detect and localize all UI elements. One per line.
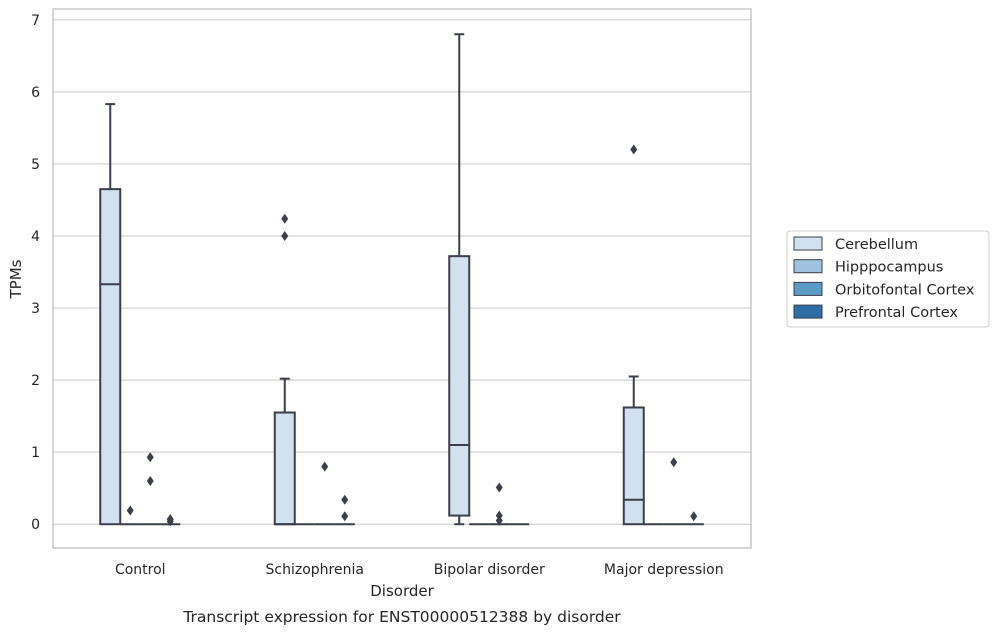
y-tick-label: 2 [31,373,40,389]
box-plots [99,33,704,527]
legend-label: Prefrontal Cortex [835,305,958,321]
y-axis-label: TPMs [7,259,25,299]
outlier-point [495,510,503,521]
x-tick-label: Schizophrenia [266,562,364,578]
legend-swatch [793,236,823,251]
x-axis-ticks: Control Schizophrenia Bipolar disorder Majo… [115,562,724,578]
box [273,411,296,526]
outlier-point [321,461,329,472]
box-group [314,461,335,526]
box-group [448,33,471,526]
box-group [663,457,684,526]
box [622,406,645,526]
x-axis-label: Disorder [370,582,434,600]
box-group [683,511,704,526]
legend-label: Cerebellum [835,237,918,253]
outlier-point [146,452,154,463]
outlier-point [670,457,678,468]
x-tick-label: Major depression [604,562,724,578]
y-tick-label: 7 [31,13,40,29]
legend-swatch [793,259,823,274]
legend-label: Hipppocampus [835,260,943,276]
box-group [273,213,296,526]
y-tick-label: 0 [31,517,40,533]
outlier-point [630,144,638,155]
box-group [120,505,141,526]
outlier-point [146,475,154,486]
x-tick-label: Bipolar disorder [434,562,545,578]
y-tick-label: 6 [31,85,40,101]
y-axis-ticks: 0 1 2 3 4 5 6 7 [31,13,40,533]
x-tick-label: Control [115,562,166,578]
box-group [489,482,510,526]
legend-items: Cerebellum Hipppocampus Orbitofontal Corte… [793,236,975,321]
legend-label: Orbitofontal Cortex [835,282,975,298]
outlier-point [126,505,134,516]
box-group [140,452,161,526]
outlier-point [690,511,698,522]
y-tick-label: 1 [31,445,40,461]
legend: Cerebellum Hipppocampus Orbitofontal Corte… [786,230,990,328]
outlier-point [495,482,503,493]
box [448,255,471,517]
outlier-point [281,213,289,224]
box-group [622,144,645,526]
outlier-point [281,230,289,241]
y-tick-label: 4 [31,229,40,245]
y-tick-label: 3 [31,301,40,317]
legend-swatch [793,304,823,319]
legend-frame [786,230,990,328]
outlier-point [341,494,349,505]
outlier-point [341,511,349,522]
box-group [334,494,355,526]
outlier-point [166,516,174,527]
outlier-point [495,515,503,526]
box-group [99,103,122,526]
chart-caption: Transcript expression for ENST0000051238… [182,608,621,626]
plot-area-frame [52,8,752,549]
y-tick-label: 5 [31,157,40,173]
grid-lines [53,19,751,525]
box [99,188,122,526]
legend-swatch [793,281,823,296]
box-group [160,514,181,527]
